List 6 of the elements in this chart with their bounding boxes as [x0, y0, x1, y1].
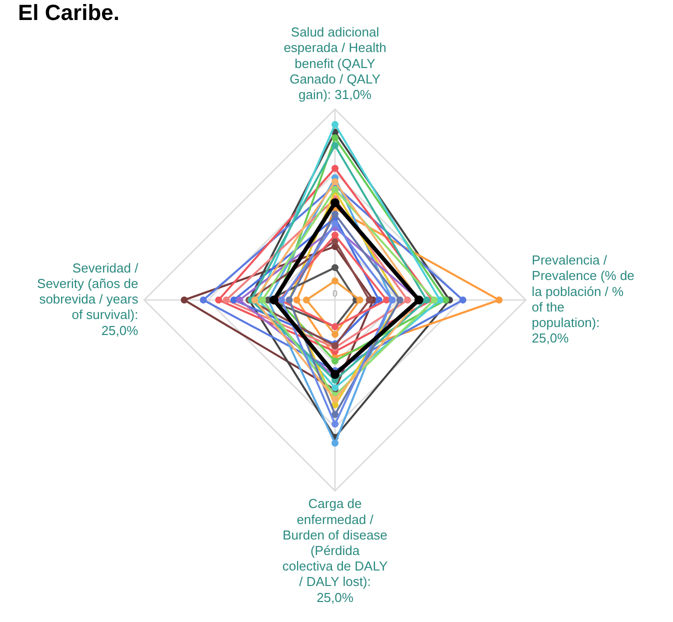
spoke-label: Prevalencia / Prevalence (% de la población / % of the population): 25,0%: [532, 252, 634, 346]
spoke-label: Salud adicional esperada / Health benefit (QALY Ganado / QALY gain): 31,0%: [284, 24, 386, 102]
text: 0: [332, 288, 338, 298]
spoke-label: Carga de enfermedad / Burden of disease (Pérdida colectiva de DALY / DALY lost): 25,0%: [282, 496, 388, 605]
spoke-label: Severidad / Severity (años de sobrevida / years of survival): 25,0%: [37, 260, 139, 338]
chart-title: El Caribe.: [18, 0, 120, 26]
